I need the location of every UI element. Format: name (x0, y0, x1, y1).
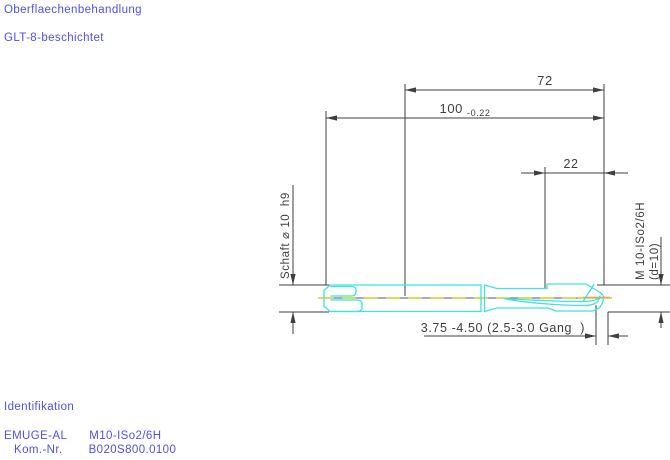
thread-diameter-callout: M 10-ISo2/6H (d=10) (635, 202, 664, 328)
centerline (318, 296, 612, 299)
tool-identification-row: EMUGE-AL M10-ISo2/6H (4, 430, 161, 442)
arrowhead-72-right (593, 87, 604, 93)
arrowhead-chamfer-left (585, 333, 596, 339)
tool-name: EMUGE-AL (4, 430, 68, 442)
kom-nr-row: Kom.-Nr. B020S800.0100 (14, 444, 176, 456)
dimension-72: 72 (405, 73, 604, 93)
dim-chamfer-value: 3.75 -4.50 (2.5-3.0 Gang ) (421, 321, 585, 335)
arrowhead-thread-up (658, 312, 664, 323)
arrowhead-22-right (604, 170, 615, 176)
shank-label: Schaft ⌀ 10 h9 (280, 192, 292, 279)
extension-lines (279, 84, 670, 345)
arrowhead-shank-up (290, 312, 296, 323)
thread-diameter-label: (d=10) (649, 243, 661, 280)
kom-nr-label: Kom.-Nr. (14, 444, 63, 456)
tool-neck (483, 284, 549, 313)
tool-flute-groove (503, 295, 601, 307)
arrowhead-22-left (534, 170, 545, 176)
arrowhead-72-left (405, 87, 416, 93)
arrowhead-shank-down (290, 274, 296, 285)
arrowhead-chamfer-right (608, 333, 619, 339)
dimension-22: 22 (521, 157, 628, 176)
thread-spec: M10-ISo2/6H (89, 430, 162, 442)
dim-72-value: 72 (537, 73, 553, 88)
identification-label: Identifikation (4, 401, 75, 413)
tool-shank (323, 284, 486, 313)
dimension-chamfer: 3.75 -4.50 (2.5-3.0 Gang ) (421, 321, 628, 339)
tool-thread-section (546, 283, 605, 312)
arrowhead-100-right (593, 115, 604, 121)
coating-label: GLT-8-beschichtet (4, 32, 104, 44)
tool-square-flat-lower (330, 299, 363, 313)
dim-22-value: 22 (563, 157, 578, 171)
dim-100-value: 100 (440, 101, 464, 116)
surface-treatment-label: Oberflaechenbehandlung (4, 4, 142, 16)
arrowhead-thread-down (658, 274, 664, 285)
tool-square-flat-upper (330, 285, 357, 297)
dim-100-tolerance: -0.22 (467, 108, 491, 118)
dimension-100: 100 -0.22 (326, 101, 604, 121)
kom-nr-value: B020S800.0100 (88, 444, 177, 456)
shank-diameter-callout: Schaft ⌀ 10 h9 (280, 185, 296, 334)
arrowhead-100-left (326, 115, 337, 121)
tap-tool-outline (323, 283, 605, 313)
thread-label: M 10-ISo2/6H (635, 202, 647, 280)
tool-cutting-face (582, 283, 595, 303)
